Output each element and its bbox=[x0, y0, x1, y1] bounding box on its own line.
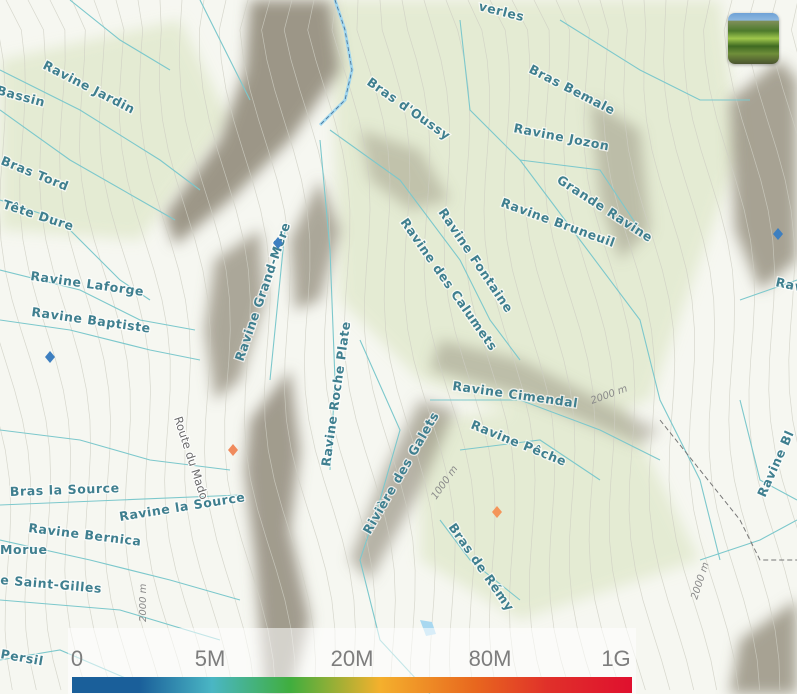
contour-line bbox=[71, 0, 163, 691]
contour-line bbox=[555, 0, 646, 691]
contour-line bbox=[137, 0, 234, 691]
contour-line bbox=[703, 0, 797, 629]
markers bbox=[45, 228, 783, 518]
contour-line bbox=[379, 0, 456, 691]
contour-line bbox=[27, 0, 112, 691]
contour-line bbox=[767, 0, 797, 136]
label: Morue bbox=[0, 542, 48, 557]
contour-line bbox=[643, 0, 740, 691]
contour-line bbox=[599, 0, 695, 691]
contour-line bbox=[49, 0, 138, 691]
legend-tick: 0 bbox=[70, 646, 84, 671]
basemap-thumbnail-icon[interactable] bbox=[728, 13, 779, 64]
contour-line bbox=[0, 39, 62, 691]
contour-line bbox=[0, 425, 13, 691]
contour-line bbox=[0, 342, 37, 691]
contour-line bbox=[115, 0, 211, 691]
contour-line bbox=[283, 0, 376, 691]
contour-line bbox=[331, 0, 416, 691]
contour-line bbox=[159, 0, 255, 691]
legend-tick: 20M bbox=[330, 646, 374, 671]
legend-tick: 1G bbox=[601, 646, 631, 671]
contour-line bbox=[307, 0, 396, 691]
contour-line bbox=[511, 0, 596, 691]
contour-line bbox=[445, 0, 521, 691]
map-marker[interactable] bbox=[45, 351, 55, 363]
contour-line bbox=[178, 0, 276, 691]
map-marker[interactable] bbox=[492, 506, 502, 518]
contour-line bbox=[683, 0, 781, 691]
map-marker[interactable] bbox=[773, 228, 783, 240]
legend-tick: 80M bbox=[468, 646, 512, 671]
legend-gradient-bar bbox=[72, 677, 632, 693]
contour-line bbox=[239, 0, 336, 691]
map-marker[interactable] bbox=[228, 444, 238, 456]
contour-line bbox=[423, 0, 497, 691]
main-river-dashed bbox=[319, 0, 353, 126]
elevation-label: 2000 m bbox=[138, 583, 149, 622]
contour-line bbox=[93, 0, 187, 691]
contour-line bbox=[489, 0, 570, 691]
contour-line bbox=[745, 0, 797, 443]
legend-tick: 5M bbox=[194, 646, 226, 671]
vegetation-areas bbox=[0, 0, 740, 620]
contour-line bbox=[261, 0, 356, 691]
terrain-shading bbox=[165, 0, 797, 694]
contour-line bbox=[401, 0, 476, 691]
boundary-line bbox=[659, 419, 797, 561]
contour-line bbox=[723, 0, 797, 529]
map-marker[interactable] bbox=[273, 237, 283, 249]
contour-line bbox=[356, 0, 436, 691]
contour-line bbox=[663, 0, 761, 691]
contour-line bbox=[218, 0, 316, 691]
contour-line bbox=[621, 0, 718, 691]
label: Bras la Source bbox=[10, 480, 120, 499]
contour-line bbox=[577, 0, 671, 691]
contour-line bbox=[198, 0, 296, 691]
contour-line bbox=[533, 0, 621, 691]
contour-line bbox=[5, 0, 87, 691]
color-legend: 0 5M 20M 80M 1G bbox=[0, 628, 797, 694]
